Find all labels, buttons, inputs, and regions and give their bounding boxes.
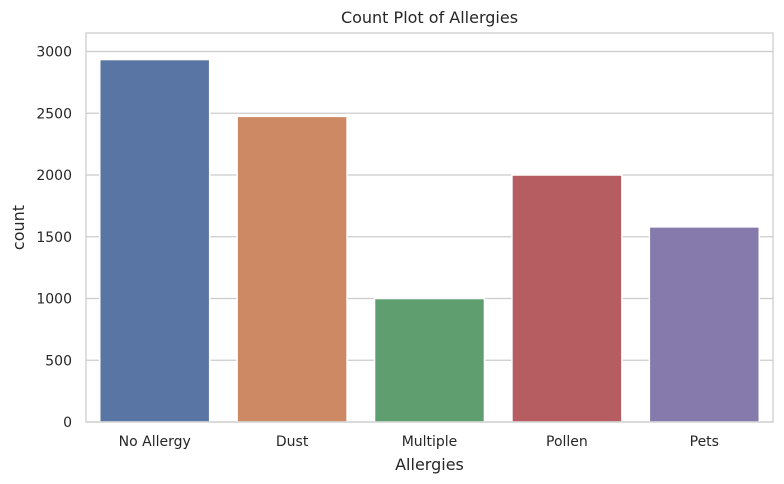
y-tick-label: 1000 bbox=[36, 292, 72, 308]
x-tick-label: Pollen bbox=[546, 434, 588, 450]
y-tick-labels: 0 500 1000 1500 2000 2500 3000 bbox=[36, 45, 72, 431]
bar-pollen bbox=[511, 174, 623, 423]
bar-multiple bbox=[373, 297, 486, 423]
chart-title: Count Plot of Allergies bbox=[341, 8, 518, 27]
y-tick-label: 500 bbox=[45, 353, 72, 369]
y-tick-label: 1500 bbox=[36, 230, 72, 246]
bar-dust bbox=[236, 115, 348, 423]
y-tick-label: 2000 bbox=[36, 168, 72, 184]
bar-no-allergy bbox=[98, 58, 211, 423]
x-tick-label: Dust bbox=[276, 434, 309, 450]
plot-frame bbox=[85, 32, 774, 423]
x-tick-label: No Allergy bbox=[119, 434, 191, 450]
y-tick-label: 2500 bbox=[36, 106, 72, 122]
x-tick-label: Pets bbox=[690, 434, 719, 450]
x-tick-label: Multiple bbox=[402, 434, 458, 450]
y-axis-label: count bbox=[9, 205, 28, 250]
bar-pets bbox=[648, 226, 761, 423]
x-axis-label: Allergies bbox=[395, 455, 464, 474]
y-tick-label: 0 bbox=[63, 415, 72, 431]
y-tick-label: 3000 bbox=[36, 45, 72, 61]
x-tick-labels: No Allergy Dust Multiple Pollen Pets bbox=[119, 434, 719, 450]
